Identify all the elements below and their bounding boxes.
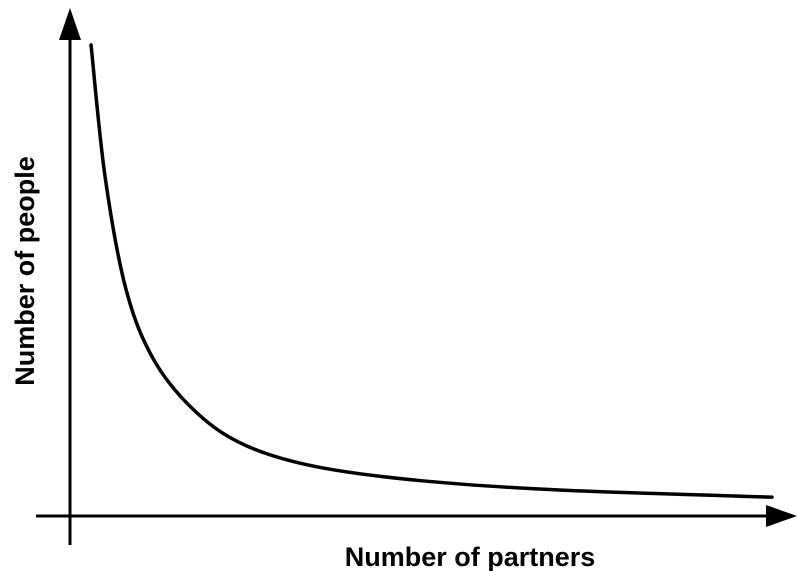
- series-layer: [89, 43, 774, 499]
- y-axis-arrow-icon: [59, 8, 81, 40]
- y-axis-label: Number of people: [10, 156, 40, 386]
- x-axis-label: Number of partners: [345, 542, 596, 571]
- x-axis-arrow-icon: [766, 505, 797, 527]
- series-line-0: [89, 43, 774, 499]
